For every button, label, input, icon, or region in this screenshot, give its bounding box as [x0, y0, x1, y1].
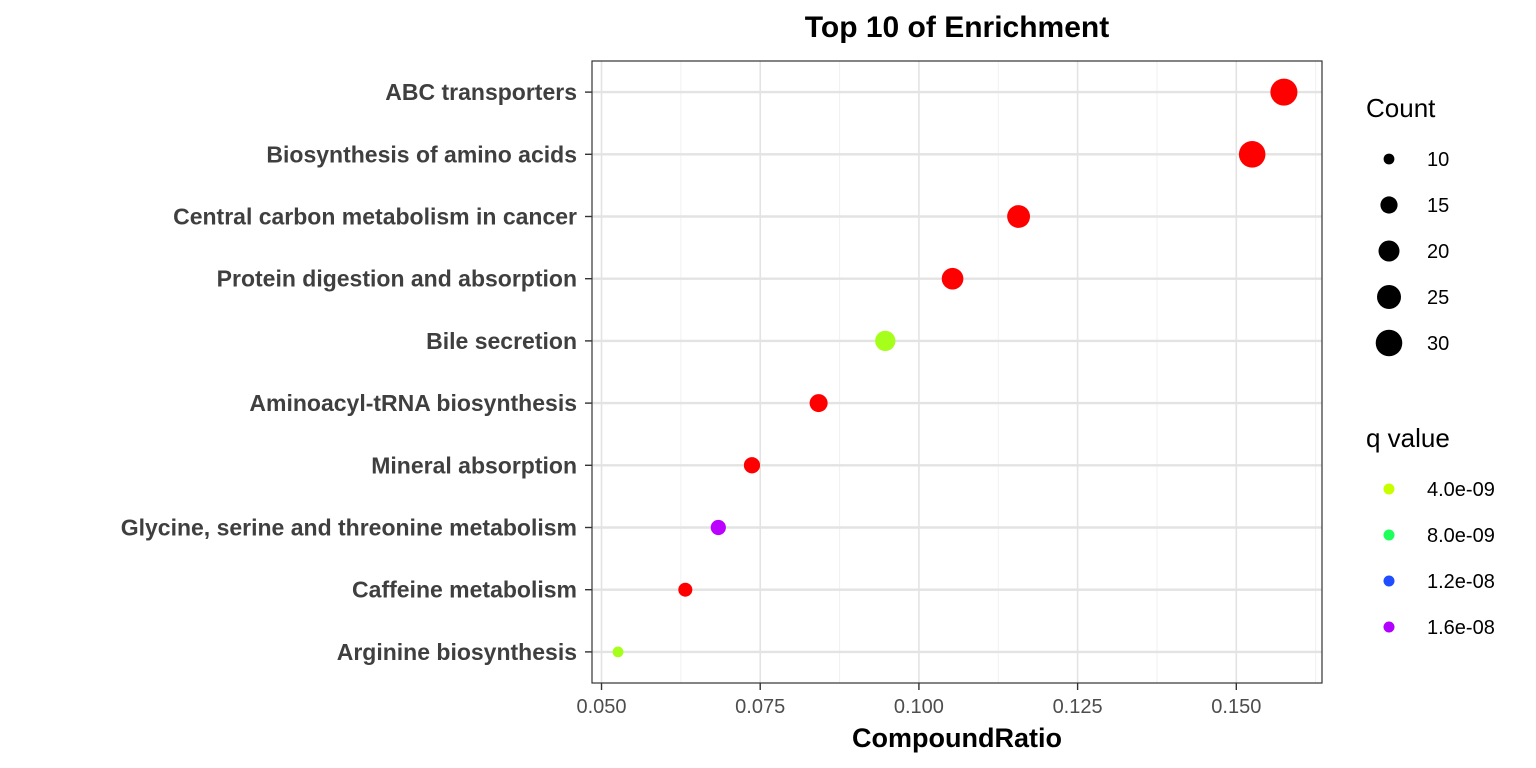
size-legend-label: 25 [1427, 287, 1449, 309]
color-legend-key [1383, 483, 1395, 495]
color-legend-label: 1.6e-08 [1427, 617, 1495, 639]
data-point [941, 267, 964, 290]
y-tick-label: ABC transporters [385, 79, 577, 105]
y-tick-label: Bile secretion [426, 328, 577, 354]
y-tick-label: Glycine, serine and threonine metabolism [121, 515, 577, 541]
grid [592, 61, 1322, 683]
color-legend-label: 8.0e-09 [1427, 525, 1495, 547]
size-legend-label: 30 [1427, 333, 1449, 355]
size-legend-key [1380, 196, 1398, 214]
y-tick-label: Mineral absorption [371, 452, 577, 478]
x-tick-label: 0.100 [894, 696, 944, 718]
x-tick-label: 0.075 [735, 696, 785, 718]
data-point [1270, 78, 1298, 106]
data-point [809, 394, 828, 413]
data-point [612, 646, 624, 658]
data-point [743, 457, 761, 474]
plot-background [592, 61, 1322, 683]
y-tick-label: Central carbon metabolism in cancer [173, 204, 577, 230]
size-legend-title: Count [1366, 93, 1436, 123]
color-legend-key [1383, 529, 1395, 541]
size-legend-key [1375, 329, 1403, 357]
color-legend-key [1383, 621, 1395, 633]
x-axis-title: CompoundRatio [852, 723, 1062, 753]
size-legend-label: 15 [1427, 195, 1449, 217]
plot-panel-border [591, 60, 1323, 684]
x-tick-label: 0.150 [1211, 696, 1261, 718]
size-legend-key [1383, 153, 1395, 165]
y-tick-label: Caffeine metabolism [352, 577, 577, 603]
color-legend-label: 1.2e-08 [1427, 571, 1495, 593]
color-legend-title: q value [1366, 423, 1450, 453]
data-point [710, 519, 726, 536]
y-axis: ABC transporters Biosynthesis of amino ac… [121, 79, 592, 665]
data-point [875, 330, 896, 352]
y-tick-label: Aminoacyl-tRNA biosynthesis [249, 390, 577, 416]
data-point [1007, 205, 1031, 228]
x-tick-label: 0.125 [1053, 696, 1103, 718]
size-legend-key [1377, 285, 1401, 309]
size-legend-label: 10 [1427, 149, 1449, 171]
color-legend-label: 4.0e-09 [1427, 479, 1495, 501]
data-point [678, 582, 693, 597]
chart-title: Top 10 of Enrichment [805, 11, 1109, 44]
y-tick-label: Protein digestion and absorption [217, 266, 577, 292]
size-legend: Count 10 15 20 25 30 [1366, 93, 1449, 357]
color-legend-key [1383, 575, 1395, 587]
size-legend-label: 20 [1427, 241, 1449, 263]
x-axis: 0.050 0.075 0.100 0.125 0.150 [576, 683, 1261, 718]
size-legend-key [1378, 240, 1400, 262]
y-tick-label: Arginine biosynthesis [337, 639, 577, 665]
color-legend: q value 4.0e-09 8.0e-09 1.2e-08 1.6e-08 [1366, 423, 1495, 639]
x-tick-label: 0.050 [576, 696, 626, 718]
y-tick-label: Biosynthesis of amino acids [266, 141, 577, 167]
data-points [612, 78, 1298, 658]
data-point [1238, 141, 1266, 168]
